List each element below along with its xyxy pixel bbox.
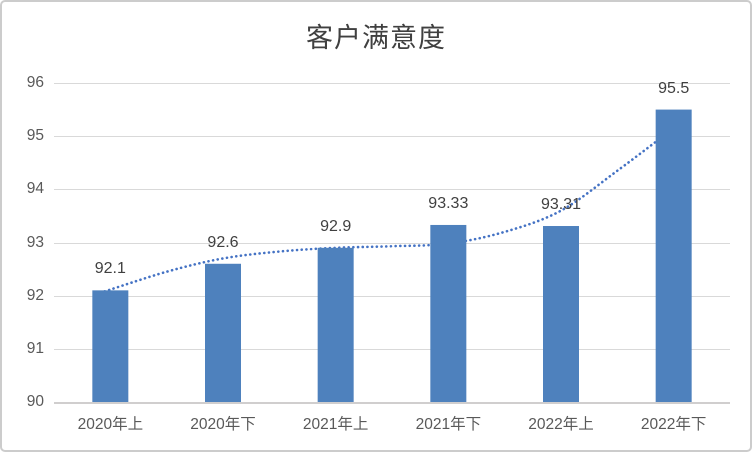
x-axis-category-label: 2022年下: [640, 416, 707, 433]
data-label: 92.6: [207, 233, 239, 251]
x-axis-category-label: 2020年上: [77, 416, 144, 433]
trendline-dotted: [103, 126, 675, 293]
y-axis-tick-label: 94: [26, 180, 44, 198]
x-axis-category-label: 2021年下: [415, 416, 482, 433]
bar-2022年下: [655, 109, 692, 402]
y-axis-tick-label: 96: [26, 74, 44, 91]
chart-title: 客户满意度: [306, 23, 446, 53]
bar-2021年下: [430, 224, 467, 402]
data-label: 92.9: [320, 217, 352, 235]
y-axis-tick-label: 91: [26, 339, 44, 357]
y-axis-tick-label: 93: [26, 233, 44, 251]
y-axis-tick-label: 90: [26, 393, 44, 410]
x-axis-category-label: 2021年上: [302, 416, 369, 433]
bar-2020年上: [92, 290, 129, 402]
bar-2021年上: [317, 247, 354, 402]
x-axis-category-label: 2020年下: [190, 416, 256, 433]
bar-2022年上: [543, 226, 579, 402]
data-label: 93.31: [540, 196, 582, 214]
data-label: 93.33: [428, 194, 469, 212]
bar-2020年下: [205, 263, 241, 402]
x-axis-category-label: 2022年上: [528, 416, 594, 433]
data-label: 95.5: [658, 79, 690, 97]
data-label: 92.1: [94, 260, 126, 278]
y-axis-tick-label: 92: [26, 286, 44, 304]
y-axis-tick-label: 95: [26, 127, 44, 145]
